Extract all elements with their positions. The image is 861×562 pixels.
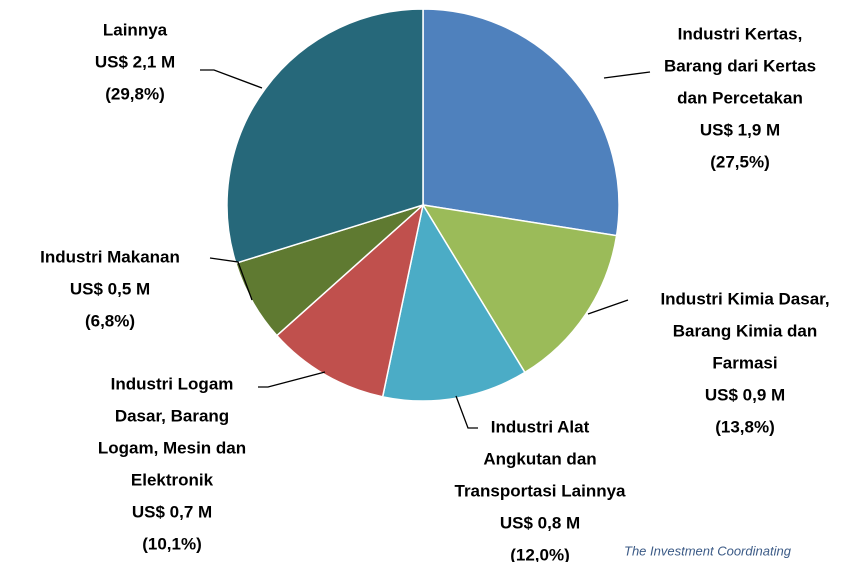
- slice-label: Industri Logam: [111, 374, 234, 393]
- slice-label: Lainnya: [103, 20, 168, 39]
- leader-line: [603, 71, 651, 79]
- slice-label: dan Percetakan: [677, 88, 803, 107]
- slice-label: Industri Kertas,: [678, 24, 803, 43]
- amount-label: US$ 0,5 M: [70, 279, 150, 298]
- leader-line: [587, 299, 629, 315]
- amount-label: US$ 1,9 M: [700, 120, 780, 139]
- slice-label: Barang Kimia dan: [673, 321, 818, 340]
- pie-slice: [226, 8, 424, 265]
- slice-label: Angkutan dan: [483, 449, 596, 468]
- slice-label: Elektronik: [131, 470, 214, 489]
- slice-label: Transportasi Lainnya: [455, 481, 627, 500]
- amount-label: US$ 0,7 M: [132, 502, 212, 521]
- value-label: (27,5%): [710, 152, 770, 171]
- leader-line: [200, 69, 263, 89]
- leader-line: [209, 257, 253, 301]
- slice-label: Industri Kimia Dasar,: [660, 289, 829, 308]
- value-label: (13,8%): [715, 417, 775, 436]
- value-label: (12,0%): [510, 545, 570, 562]
- amount-label: US$ 0,9 M: [705, 385, 785, 404]
- slice-label: Farmasi: [712, 353, 777, 372]
- leader-line: [258, 371, 326, 388]
- slice-label: Industri Makanan: [40, 247, 180, 266]
- pie-slice: [381, 202, 526, 402]
- slice-label: Barang dari Kertas: [664, 56, 816, 75]
- pie-slice: [275, 202, 425, 398]
- pie-slice: [421, 204, 618, 374]
- value-label: (29,8%): [105, 84, 165, 103]
- value-label: (10,1%): [142, 534, 202, 553]
- amount-label: US$ 0,8 M: [500, 513, 580, 532]
- leader-line: [455, 395, 478, 429]
- slice-label: Dasar, Barang: [115, 406, 229, 425]
- source: The Investment Coordinating: [624, 543, 792, 558]
- amount-label: US$ 2,1 M: [95, 52, 175, 71]
- slice-label: Industri Alat: [491, 417, 590, 436]
- pie-slice: [422, 8, 620, 237]
- value-label: (6,8%): [85, 311, 135, 330]
- slice-label: Logam, Mesin dan: [98, 438, 246, 457]
